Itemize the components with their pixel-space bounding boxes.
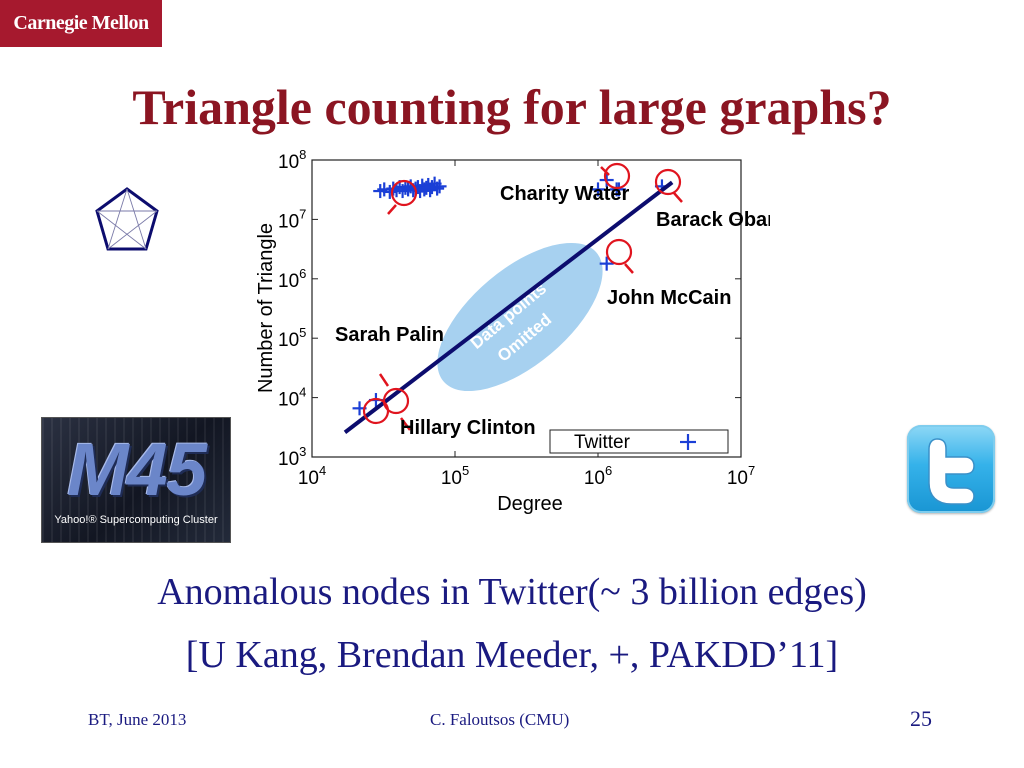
axis-ticks bbox=[311, 159, 742, 458]
annotation-john-mccain: John McCain bbox=[607, 287, 731, 309]
data-point bbox=[382, 184, 397, 199]
data-point bbox=[430, 181, 445, 196]
y-tick-label: 107 bbox=[278, 206, 306, 232]
legend-box bbox=[549, 429, 729, 454]
circle-charity-water bbox=[603, 162, 631, 190]
caption-anomalous-nodes: Anomalous nodes in Twitter(~ 3 billion e… bbox=[157, 571, 867, 613]
omitted-region-ellipse bbox=[437, 242, 603, 392]
footer-author: C. Faloutsos (CMU) bbox=[430, 710, 570, 729]
legend-marker bbox=[680, 434, 696, 450]
data-point bbox=[591, 182, 605, 197]
data-point bbox=[599, 256, 614, 271]
circle-barack-obama bbox=[654, 168, 682, 196]
twitter-bird-icon bbox=[907, 425, 995, 513]
footer-page-number: 25 bbox=[910, 706, 932, 731]
y-tick-label: 106 bbox=[278, 266, 306, 292]
footer-date: BT, June 2013 bbox=[88, 710, 187, 729]
data-point bbox=[432, 179, 447, 194]
y-tick-label: 108 bbox=[278, 147, 306, 173]
m45-mark: M45 bbox=[67, 428, 207, 511]
y-tick-label: 103 bbox=[278, 444, 306, 470]
circle-sarah-palin bbox=[382, 387, 410, 415]
legend-label: Twitter bbox=[574, 432, 631, 453]
annotation-arrows bbox=[378, 166, 683, 431]
annotation-charity-water: Charity Water bbox=[500, 183, 630, 205]
circle-cluster bbox=[390, 179, 418, 207]
y-tick-label: 105 bbox=[278, 325, 306, 351]
caption-citation: [U Kang, Brendan Meeder, +, PAKDD’11] bbox=[185, 634, 839, 676]
m45-caption: Yahoo!® Supercomputing Cluster bbox=[54, 514, 218, 526]
data-point bbox=[611, 182, 626, 197]
slide-title: Triangle counting for large graphs? bbox=[132, 79, 892, 135]
x-tick-label: 104 bbox=[298, 463, 326, 489]
annotation-barack-obama: Barack Obama bbox=[656, 209, 770, 231]
anomaly-circles bbox=[362, 162, 682, 425]
annotation-sarah-palin: Sarah Palin bbox=[335, 324, 444, 346]
pentagon-graph-icon bbox=[95, 187, 159, 251]
x-tick-label: 105 bbox=[441, 463, 469, 489]
x-tick-label: 106 bbox=[584, 463, 612, 489]
y-axis-label: Number of Triangle bbox=[255, 223, 277, 393]
carnegie-mellon-logo: Carnegie Mellon bbox=[0, 0, 162, 47]
x-axis-label: Degree bbox=[497, 493, 563, 515]
m45-cluster-image: M45 Yahoo!® Supercomputing Cluster bbox=[41, 417, 231, 543]
x-tick-label: 107 bbox=[727, 463, 755, 489]
circle-john-mccain bbox=[605, 238, 633, 266]
annotation-hillary-clinton: Hillary Clinton bbox=[400, 417, 536, 439]
fit-line bbox=[343, 180, 674, 434]
y-tick-label: 104 bbox=[278, 385, 306, 411]
